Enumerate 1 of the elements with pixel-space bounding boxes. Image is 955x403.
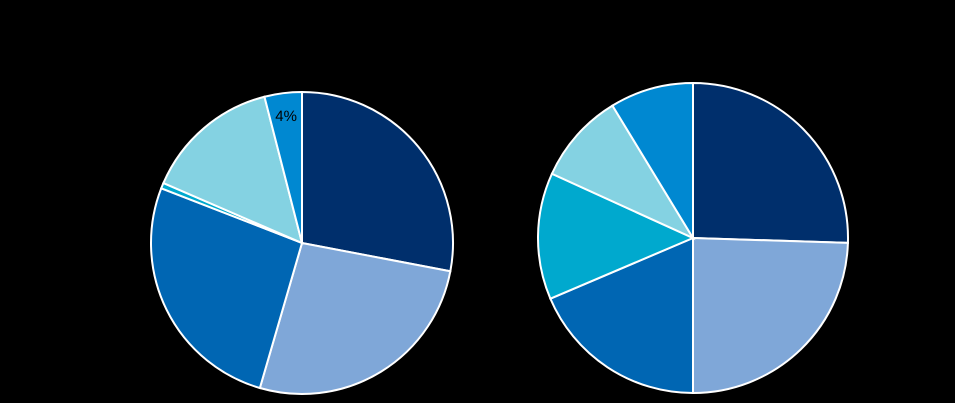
- data-label: 4%: [275, 108, 297, 126]
